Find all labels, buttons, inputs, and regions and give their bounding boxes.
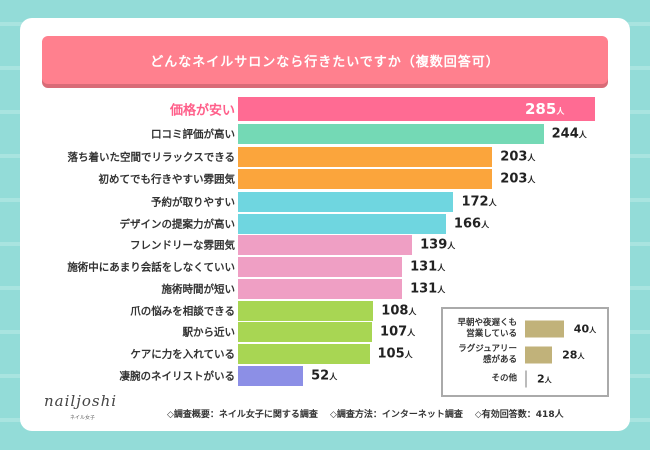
survey-overview: ◇調査概要：ネイル女子に関する調査 (167, 410, 318, 420)
inset-bar (525, 346, 553, 364)
value-label: 166人 (453, 216, 490, 232)
inset-bar (525, 370, 527, 388)
category-label: 落ち着いた空間でリラックスできる (67, 151, 235, 164)
value-label: 244人 (551, 126, 587, 142)
category-label: デザインの提案力が高い (119, 218, 236, 231)
value-label: 203人 (500, 149, 536, 165)
inset-chart: 早朝や夜遅くも 営業している 40人ラグジュアリー 感がある 28人その他 2人 (441, 307, 609, 397)
category-label: 駅から近い (182, 326, 236, 339)
value-label: 285人 (525, 100, 565, 118)
bar (238, 147, 493, 167)
value-label: 139人 (420, 237, 456, 253)
value-label: 107人 (380, 324, 416, 340)
inset-category-label: 早朝や夜遅くも 営業している (457, 318, 517, 339)
value-label: 52人 (311, 368, 338, 384)
category-label: 価格が安い (169, 103, 235, 119)
value-label: 131人 (410, 281, 446, 297)
bar (238, 366, 304, 386)
inset-value-label: 28人 (562, 348, 585, 362)
bar (238, 257, 403, 277)
bar (238, 169, 493, 189)
bar (238, 235, 413, 255)
category-label: 初めてでも行きやすい雰囲気 (98, 173, 236, 186)
category-label: 予約が取りやすい (151, 196, 235, 209)
category-label: 口コミ評価が高い (151, 128, 235, 141)
value-label: 172人 (461, 194, 497, 210)
bar (238, 192, 454, 212)
inset-value-label: 2人 (536, 372, 552, 386)
category-label: 施術中にあまり会話をしなくていい (67, 261, 235, 274)
bar (238, 344, 370, 364)
footer-notes: ◇調査概要：ネイル女子に関する調査 ◇調査方法：インターネット調査 ◇有効回答数：4… (167, 407, 576, 420)
inset-bar (525, 320, 564, 338)
bar (238, 279, 403, 299)
bar (238, 124, 544, 144)
bar (238, 97, 595, 121)
bar (238, 322, 373, 342)
category-label: 凄腕のネイリストがいる (119, 370, 236, 383)
bar (238, 301, 374, 321)
value-label: 108人 (381, 303, 417, 319)
inset-category-label: その他 (491, 373, 517, 384)
category-label: 施術時間が短い (161, 283, 236, 296)
value-label: 203人 (500, 171, 536, 187)
survey-method: ◇調査方法：インターネット調査 (329, 410, 463, 420)
inset-value-label: 40人 (573, 322, 597, 336)
category-label: フレンドリーな雰囲気 (130, 239, 235, 252)
valid-responses: ◇有効回答数：418人 (474, 410, 564, 420)
bar (238, 214, 446, 234)
chart-title: どんなネイルサロンなら行きたいですか（複数回答可） (42, 36, 608, 84)
category-label: ケアに力を入れている (130, 348, 235, 361)
logo-subtitle: ネイル女子 (70, 415, 96, 421)
inset-category-label: ラグジュアリー 感がある (458, 344, 517, 365)
category-label: 爪の悩みを相談できる (130, 305, 235, 318)
value-label: 105人 (377, 346, 413, 362)
logo: nailjoshi (44, 392, 118, 410)
value-label: 131人 (410, 259, 446, 275)
